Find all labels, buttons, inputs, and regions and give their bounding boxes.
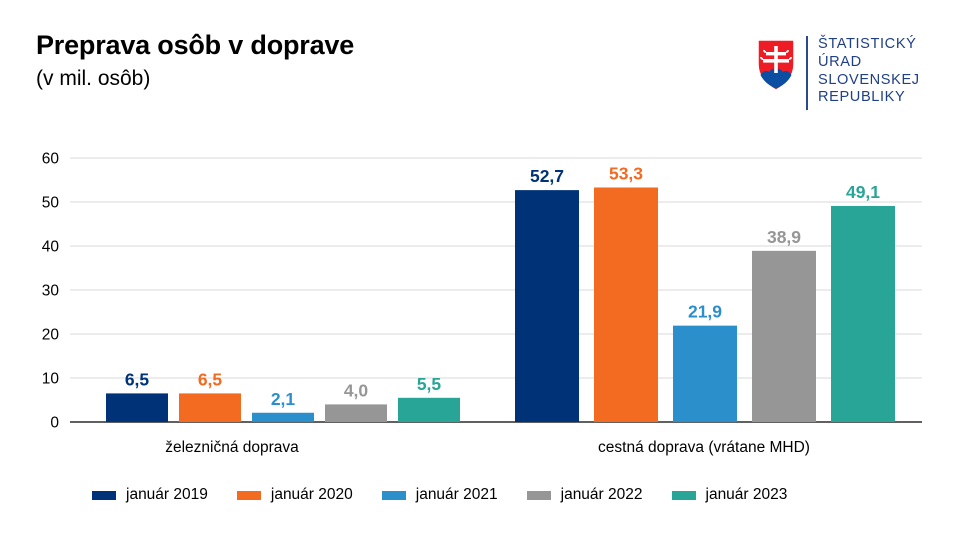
legend-swatch <box>381 490 406 500</box>
y-tick-label: 0 <box>50 415 59 432</box>
bar <box>179 393 241 422</box>
legend-item: január 2023 <box>671 486 788 504</box>
logo-line: SLOVENSKEJ <box>818 71 920 88</box>
y-tick-label: 20 <box>42 327 60 344</box>
legend-item: január 2019 <box>92 486 208 504</box>
data-label: 4,0 <box>344 380 369 400</box>
bar <box>673 325 737 422</box>
legend-swatch <box>92 490 116 500</box>
legend-label: január 2022 <box>560 486 643 503</box>
bar <box>398 397 460 422</box>
page-title: Preprava osôb v doprave <box>36 30 355 60</box>
legend-swatch <box>526 490 551 500</box>
legend-item: január 2021 <box>381 486 498 504</box>
legend-label: január 2020 <box>270 486 353 503</box>
legend-swatch <box>671 490 696 500</box>
y-tick-label: 10 <box>42 371 60 388</box>
legend-label: január 2019 <box>126 486 208 503</box>
x-category-label: cestná doprava (vrátane MHD) <box>598 439 810 456</box>
chart-legend: január 2019 január 2020 január 2021 január … <box>92 483 816 507</box>
legend-item: január 2022 <box>526 486 643 504</box>
data-label: 5,5 <box>417 374 442 394</box>
legend-swatch <box>236 490 261 500</box>
legend-label: január 2021 <box>415 486 498 503</box>
legend-label: január 2023 <box>705 486 788 503</box>
data-label: 52,7 <box>530 166 564 186</box>
data-label: 6,5 <box>125 369 150 389</box>
bar <box>325 404 387 422</box>
slovak-coat-of-arms-icon <box>757 39 795 91</box>
data-label: 6,5 <box>198 369 223 389</box>
bar <box>106 393 168 422</box>
data-label: 49,1 <box>846 182 880 202</box>
bar <box>594 187 658 422</box>
logo: ŠTATISTICKÝ ÚRAD SLOVENSKEJ REPUBLIKY <box>756 36 936 114</box>
data-label: 38,9 <box>767 227 801 247</box>
bar <box>752 250 816 422</box>
y-tick-label: 40 <box>42 239 60 256</box>
x-category-label: železničná doprava <box>165 439 299 456</box>
logo-line: ŠTATISTICKÝ <box>818 36 917 52</box>
bar <box>831 205 895 422</box>
y-tick-label: 30 <box>42 283 60 300</box>
logo-text: ŠTATISTICKÝ ÚRAD SLOVENSKEJ REPUBLIKY <box>818 36 920 107</box>
legend-item: január 2020 <box>236 486 353 504</box>
logo-line: ÚRAD <box>818 53 862 70</box>
data-label: 2,1 <box>271 389 296 409</box>
data-label: 21,9 <box>688 302 722 322</box>
page-subtitle: (v mil. osôb) <box>36 67 151 90</box>
logo-line: REPUBLIKY <box>818 89 906 106</box>
data-label: 53,3 <box>609 163 643 183</box>
logo-divider <box>806 36 808 110</box>
y-tick-label: 50 <box>42 195 60 212</box>
y-tick-label: 60 <box>42 151 60 168</box>
bar <box>515 190 579 422</box>
bar <box>252 412 314 422</box>
